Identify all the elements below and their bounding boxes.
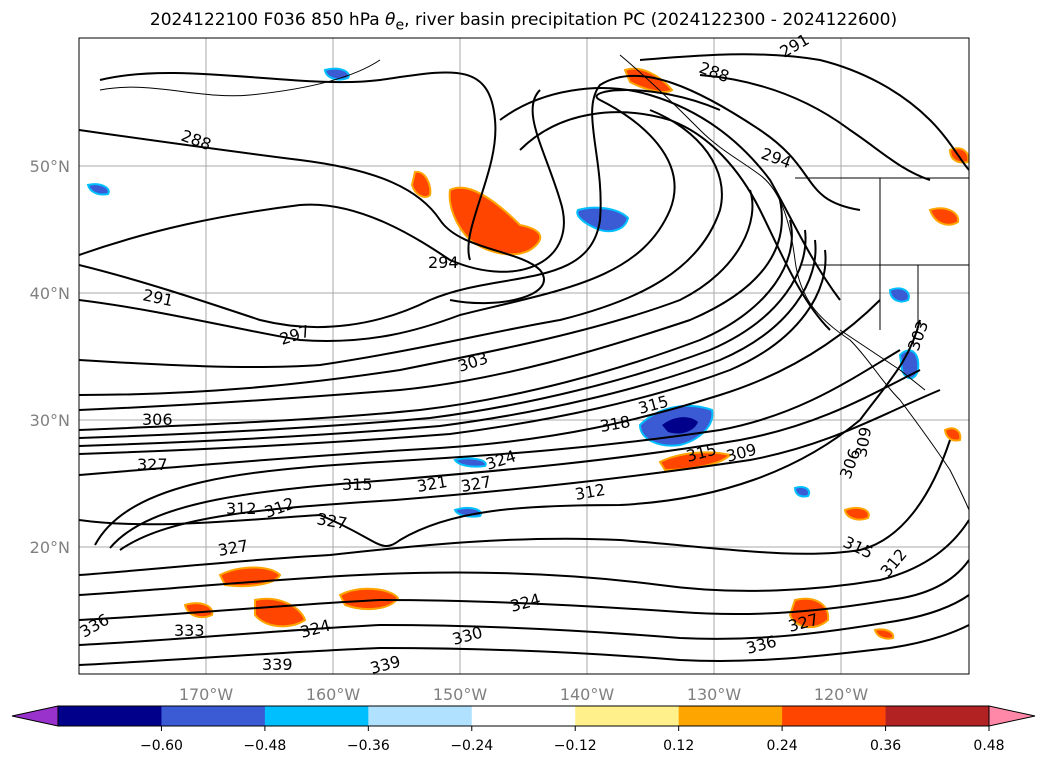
contour-label: 303 — [455, 348, 490, 376]
map-title: 2024122100 F036 850 hPa θe, river basin … — [149, 10, 898, 34]
colorbar-tick-label: 0.12 — [663, 738, 694, 754]
contour-label: 312 — [573, 480, 606, 504]
contour-label: 288 — [697, 58, 732, 86]
theta-e-contours — [79, 53, 969, 666]
contour-label: 306 — [142, 410, 173, 429]
colorbar-tick-label: −0.24 — [450, 738, 493, 754]
colorbar-tick-label: −0.12 — [554, 738, 597, 754]
colorbar-segment — [885, 706, 990, 726]
lon-tick-label: 130°W — [687, 685, 742, 704]
colorbar-tick-label: −0.36 — [347, 738, 390, 754]
lon-tick-label: 160°W — [306, 685, 361, 704]
contour-label: 294 — [759, 144, 794, 172]
colorbar-tick-label: −0.60 — [140, 738, 183, 754]
colorbar-frame — [57, 705, 990, 727]
precip-pc-shading — [86, 67, 969, 640]
contour-label: 294 — [428, 253, 459, 272]
lon-tick-labels: 170°W 160°W 150°W 140°W 130°W 120°W — [179, 685, 869, 704]
colorbar-tick-label: −0.48 — [243, 738, 286, 754]
map-gridlines — [79, 38, 969, 674]
colorbar-segment — [264, 706, 369, 726]
map-frame — [78, 37, 970, 675]
contour-label: 318 — [598, 412, 631, 436]
colorbar-segment — [368, 706, 473, 726]
colorbar-tick-label: 0.24 — [767, 738, 798, 754]
contour-label: 333 — [174, 621, 205, 640]
lat-tick-labels: 50°N 40°N 30°N 20°N — [30, 157, 70, 557]
lat-tick-label: 40°N — [30, 284, 70, 303]
contour-label: 309 — [851, 425, 875, 458]
lat-tick-label: 30°N — [30, 411, 70, 430]
colorbar-segment — [58, 706, 162, 726]
lon-tick-label: 140°W — [560, 685, 615, 704]
contour-label: 291 — [141, 285, 175, 310]
contour-label: 288 — [179, 126, 214, 154]
coastlines — [99, 54, 969, 511]
contour-label: 312 — [226, 499, 257, 518]
contour-label: 309 — [724, 440, 758, 466]
contour-label: 315 — [840, 532, 876, 562]
contour-label: 312 — [877, 545, 911, 581]
contour-label: 315 — [342, 475, 373, 494]
colorbar-tick-label: 0.48 — [973, 738, 1004, 754]
colorbar-segment — [161, 706, 266, 726]
contour-label: 336 — [744, 632, 778, 658]
colorbar-segment — [678, 706, 783, 726]
contour-labels: 288 291 294 297 303 306 327 312 315 321 … — [77, 30, 933, 678]
contour-label: 336 — [77, 610, 113, 642]
colorbar-tick-label: 0.36 — [870, 738, 901, 754]
lat-tick-label: 20°N — [30, 538, 70, 557]
lon-tick-label: 120°W — [814, 685, 869, 704]
colorbar-extend-max — [988, 705, 1036, 727]
colorbar-segment — [782, 706, 887, 726]
colorbar-segment — [575, 706, 680, 726]
contour-label: 327 — [137, 455, 168, 474]
colorbar-extend-min — [11, 705, 59, 727]
contour-label: 339 — [262, 655, 293, 674]
contour-label: 327 — [216, 536, 249, 560]
colorbar: −0.60 −0.48 −0.36 −0.24 −0.12 0.12 0.24 0.36 0.4… — [11, 705, 1036, 754]
lat-tick-label: 50°N — [30, 157, 70, 176]
contour-label: 324 — [508, 590, 542, 616]
contour-label: 327 — [315, 509, 348, 533]
lon-tick-label: 150°W — [433, 685, 488, 704]
colorbar-segment — [471, 706, 576, 726]
contour-label: 303 — [904, 318, 932, 353]
lon-tick-label: 170°W — [179, 685, 234, 704]
contour-label: 321 — [415, 472, 448, 496]
